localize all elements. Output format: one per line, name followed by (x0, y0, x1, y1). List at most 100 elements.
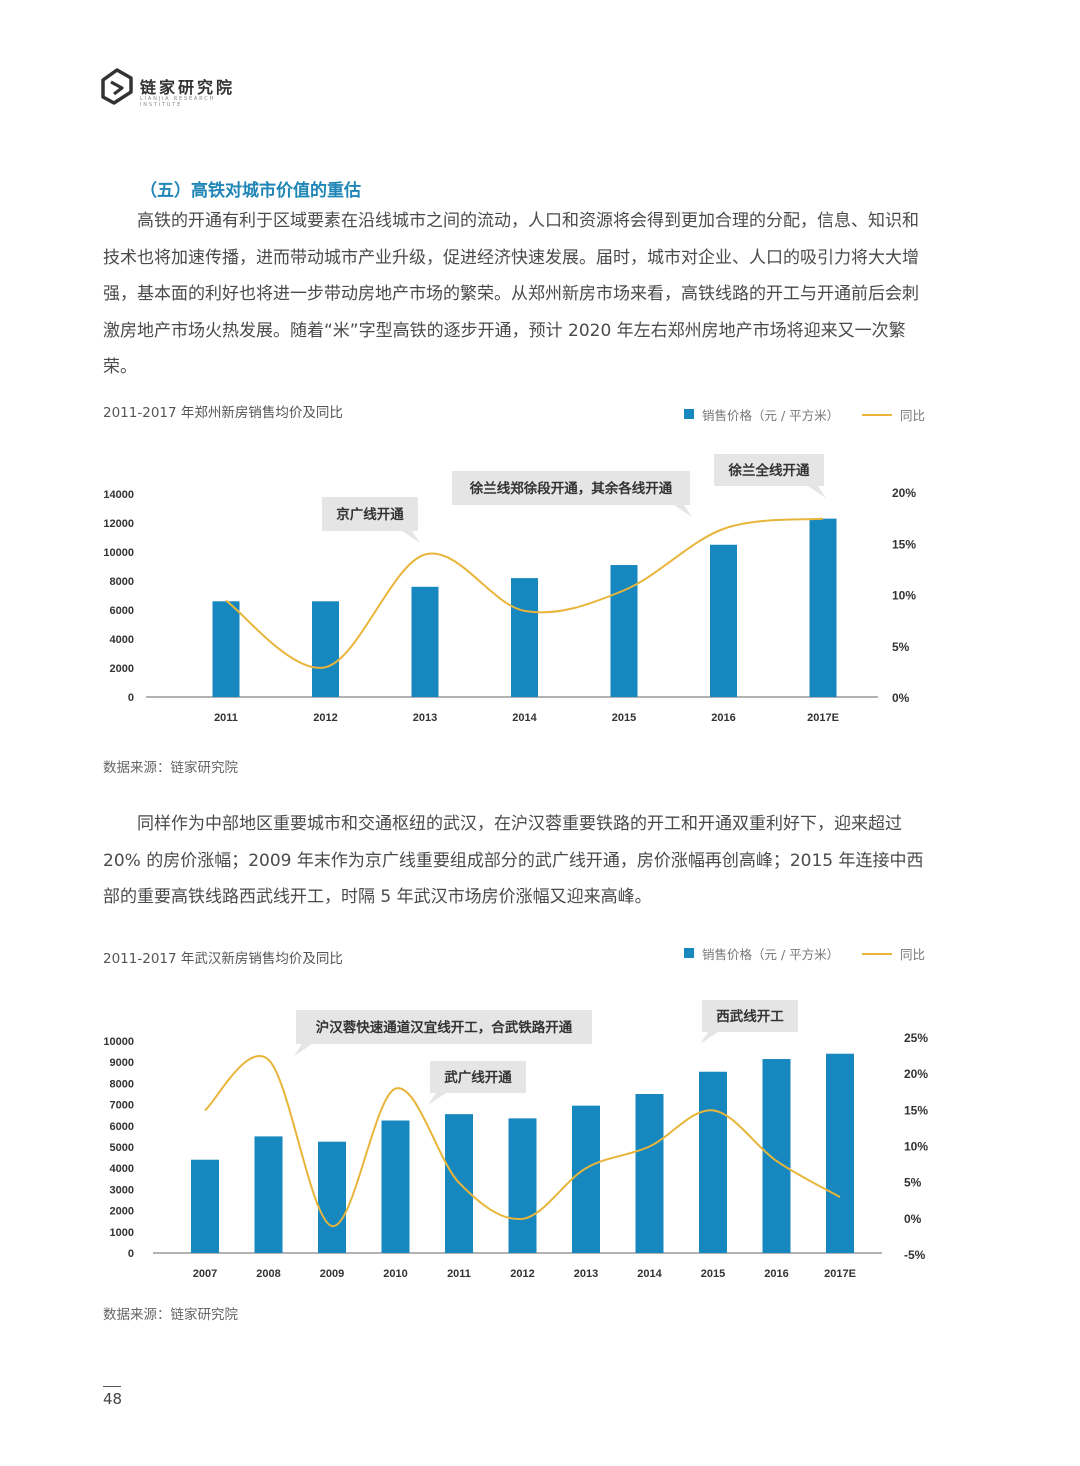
x-tick-label: 2012 (313, 712, 337, 724)
yoy-line (204, 1055, 841, 1228)
callout-tail (428, 1093, 446, 1105)
x-tick-label: 2009 (320, 1268, 344, 1280)
left-axis-tick-label: 2000 (110, 1206, 134, 1218)
x-tick-label: 2015 (612, 712, 636, 724)
callout: 沪汉蓉快速通道汉宜线开工，合武铁路开通 (294, 1010, 592, 1056)
bar-2012 (312, 601, 339, 697)
legend-line-label: 同比 (900, 947, 926, 962)
chart-1-legend: 销售价格（元 / 平方米） 同比 (684, 405, 929, 425)
bar-2007 (191, 1159, 219, 1253)
bar-2011 (212, 601, 240, 697)
callout: 徐兰全线开通 (714, 454, 826, 498)
left-axis-tick-label: 10000 (103, 547, 134, 559)
x-tick-label: 2011 (447, 1268, 471, 1280)
right-axis-tick-label: 5% (904, 1176, 922, 1190)
bar-2017E (826, 1053, 854, 1253)
chart-2-title: 2011-2017 年武汉新房销售均价及同比 (103, 951, 343, 967)
bar-2009 (318, 1141, 346, 1253)
bar-2013 (572, 1105, 600, 1253)
right-axis-tick-label: 0% (904, 1212, 922, 1226)
lianjia-logo-icon (101, 68, 133, 105)
left-axis-tick-label: 0 (128, 1248, 134, 1260)
bar-2014 (635, 1094, 664, 1253)
left-axis-tick-label: 3000 (110, 1184, 134, 1196)
left-axis-tick-label: 6000 (110, 1121, 134, 1133)
page-number-rule (103, 1386, 121, 1387)
legend-bar-label: 销售价格（元 / 平方米） (702, 947, 840, 962)
legend-line-swatch (862, 953, 892, 955)
legend-bar-label: 销售价格（元 / 平方米） (702, 408, 840, 423)
callout-tail (808, 486, 826, 498)
legend-line-swatch (862, 414, 892, 416)
callout-text: 徐兰全线开通 (728, 462, 810, 479)
x-tick-label: 2008 (256, 1268, 280, 1280)
x-tick-label: 2012 (510, 1268, 534, 1280)
callout-text: 京广线开通 (336, 506, 404, 523)
legend-line-label: 同比 (900, 408, 926, 423)
callout-text: 西武线开工 (716, 1008, 784, 1025)
callout-box (430, 1061, 526, 1093)
callout-tail (402, 531, 420, 543)
right-axis-tick-label: 15% (892, 537, 916, 551)
left-axis-tick-label: 12000 (103, 518, 134, 530)
right-axis-tick-label: 20% (892, 486, 916, 500)
callout-tail (700, 1032, 718, 1044)
section-title: （五）高铁对城市价值的重估 (140, 181, 361, 201)
left-axis-tick-label: 4000 (110, 1163, 134, 1175)
bar-2016 (762, 1059, 791, 1253)
paragraph-2-text: 同样作为中部地区重要城市和交通枢纽的武汉，在沪汉蓉重要铁路的开工和开通双重利好下… (103, 814, 924, 907)
callout-tail (294, 1044, 312, 1056)
brand-name: 链家研究院 (140, 78, 236, 97)
callout-box (296, 1010, 592, 1044)
right-axis-tick-label: 25% (904, 1031, 928, 1045)
right-axis-tick-label: 5% (892, 640, 910, 654)
paragraph-1: 高铁的开通有利于区域要素在沿线城市之间的流动，人口和资源将会得到更加合理的分配，… (103, 203, 927, 386)
page-number: 48 (103, 1390, 123, 1408)
bar-2016 (710, 544, 737, 697)
paragraph-2: 同样作为中部地区重要城市和交通枢纽的武汉，在沪汉蓉重要铁路的开工和开通双重利好下… (103, 806, 927, 916)
x-tick-label: 2010 (383, 1268, 407, 1280)
bar-2015 (699, 1071, 727, 1253)
x-tick-label: 2013 (574, 1268, 598, 1280)
callout: 武广线开通 (428, 1061, 526, 1105)
left-axis-tick-label: 6000 (110, 605, 134, 617)
left-axis-tick-label: 10000 (103, 1036, 134, 1048)
bar-2013 (411, 586, 439, 697)
right-axis-tick-label: 10% (904, 1140, 928, 1154)
x-tick-label: 2017E (807, 712, 839, 724)
left-axis-tick-label: 8000 (110, 1078, 134, 1090)
callout-box (714, 454, 824, 486)
callout-box (452, 471, 690, 505)
left-axis-tick-label: 4000 (110, 634, 134, 646)
x-tick-label: 2017E (824, 1268, 856, 1280)
x-tick-label: 2014 (512, 712, 537, 724)
callout-text: 武广线开通 (444, 1069, 512, 1086)
callout: 徐兰线郑徐段开通，其余各线开通 (452, 471, 692, 517)
right-axis-tick-label: -5% (904, 1248, 926, 1262)
bar-2014 (511, 578, 538, 697)
legend-bar-swatch (684, 948, 694, 958)
x-tick-label: 2016 (711, 712, 735, 724)
left-axis-tick-label: 14000 (103, 489, 134, 501)
right-axis-tick-label: 20% (904, 1067, 928, 1081)
bar-2012 (508, 1118, 537, 1253)
x-tick-label: 2013 (413, 712, 437, 724)
chart-2-source: 数据来源：链家研究院 (103, 1307, 238, 1323)
paragraph-1-text: 高铁的开通有利于区域要素在沿线城市之间的流动，人口和资源将会得到更加合理的分配，… (103, 211, 919, 377)
chart-1-source: 数据来源：链家研究院 (103, 760, 238, 776)
brand-logo: 链家研究院 LIANJIA RESEARCH INSTITUTE (100, 66, 250, 110)
bar-2008 (254, 1136, 283, 1253)
callout-box (702, 1000, 798, 1032)
left-axis-tick-label: 1000 (110, 1227, 134, 1239)
x-tick-label: 2007 (193, 1268, 217, 1280)
right-axis-tick-label: 10% (892, 589, 916, 603)
x-tick-label: 2016 (764, 1268, 788, 1280)
chart-1-title: 2011-2017 年郑州新房销售均价及同比 (103, 405, 343, 421)
callout: 西武线开工 (700, 1000, 798, 1044)
callout-box (322, 497, 418, 531)
callout: 京广线开通 (322, 497, 420, 543)
x-tick-label: 2011 (214, 712, 238, 724)
brand-subtitle: LIANJIA RESEARCH INSTITUTE (140, 96, 216, 108)
left-axis-tick-label: 7000 (110, 1100, 134, 1112)
left-axis-tick-label: 8000 (110, 576, 134, 588)
